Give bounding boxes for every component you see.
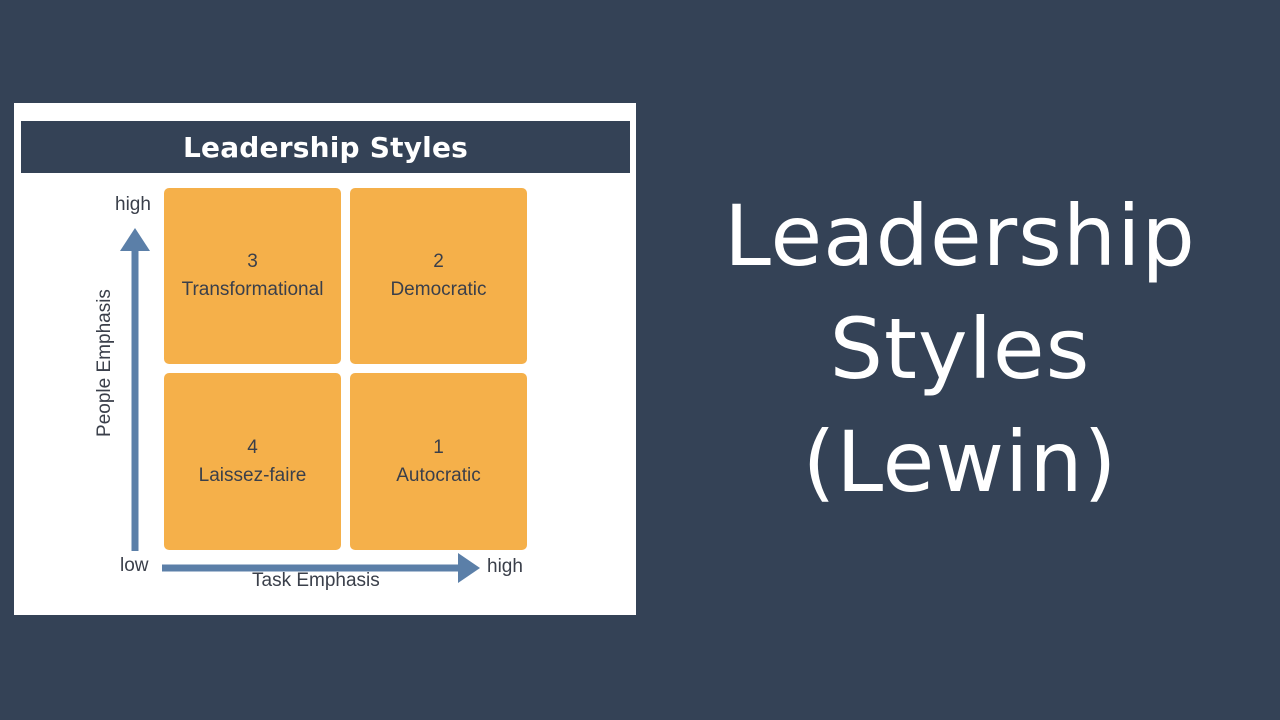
- quadrant-number: 4: [247, 436, 258, 458]
- x-axis-arrow: [162, 553, 480, 583]
- x-axis-title: Task Emphasis: [252, 570, 380, 591]
- y-axis-title: People Emphasis: [94, 289, 115, 437]
- quadrant-number: 3: [247, 251, 258, 272]
- slide-title-line: Styles: [829, 300, 1091, 398]
- x-axis-high-label: high: [487, 556, 523, 577]
- y-axis-low-label: low: [120, 555, 149, 576]
- quadrant-label: Transformational: [181, 279, 324, 300]
- axis-arrows: [120, 228, 480, 583]
- quadrant-laissez-faire: 4 Laissez-faire: [164, 373, 341, 550]
- y-axis-arrow: [120, 228, 150, 551]
- quadrant-number: 2: [433, 251, 444, 272]
- diagram-card: Leadership Styles 3 Transformational 2 D…: [14, 103, 636, 615]
- slide-title-line: (Lewin): [802, 413, 1118, 511]
- quadrant-autocratic: 1 Autocratic: [350, 373, 527, 550]
- diagram-title: Leadership Styles: [21, 121, 630, 173]
- quadrant-number: 1: [433, 436, 444, 458]
- quadrant-transformational: 3 Transformational: [164, 188, 341, 364]
- quadrant-democratic: 2 Democratic: [350, 188, 527, 364]
- y-axis-high-label: high: [115, 194, 151, 215]
- slide-title-line: Leadership: [724, 187, 1196, 285]
- slide-title: Leadership Styles (Lewin): [700, 180, 1220, 519]
- quadrant-label: Democratic: [390, 279, 487, 300]
- quadrant-label: Autocratic: [396, 464, 481, 486]
- quadrant-label: Laissez-faire: [198, 464, 307, 486]
